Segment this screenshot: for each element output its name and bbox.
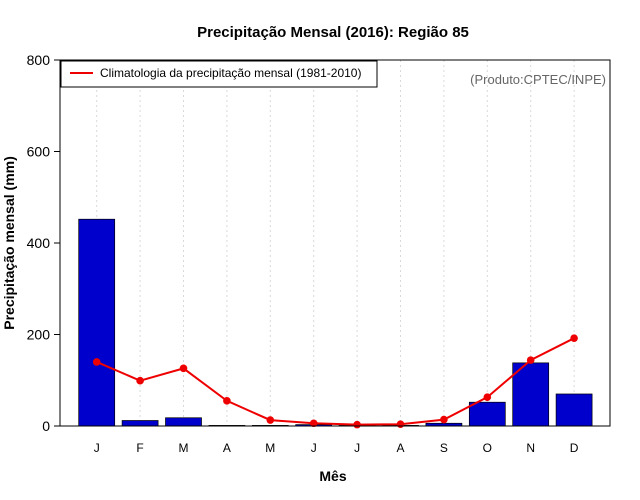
x-tick-label: D (570, 441, 579, 455)
y-tick-label: 0 (42, 418, 50, 434)
climatology-point-1 (92, 358, 101, 366)
climatology-point-10 (483, 393, 492, 401)
climatology-point-12 (570, 334, 578, 342)
climatology-point-11 (526, 356, 535, 364)
bar-1 (78, 218, 116, 427)
x-tick-label: N (526, 441, 535, 455)
legend-box (60, 60, 378, 88)
bar-12 (555, 393, 593, 427)
y-tick-label: 400 (27, 235, 51, 251)
bar-2 (121, 420, 159, 427)
y-tick-label: 200 (27, 327, 51, 343)
climatology-point-9 (440, 415, 448, 424)
legend: Climatologia da precipitação mensal (198… (60, 60, 378, 88)
legend-label: Climatologia da precipitação mensal (198… (100, 66, 361, 80)
climatology-point-8 (396, 420, 405, 428)
y-axis: 0 200 400 600 800 (27, 52, 60, 434)
climatology-point-4 (223, 397, 231, 405)
x-tick-label: M (265, 441, 275, 455)
climatology-line (96, 337, 575, 426)
climatology-point-7 (353, 420, 361, 429)
climatology-series (92, 334, 578, 429)
bar-10 (468, 401, 506, 427)
climatology-point-3 (179, 364, 188, 373)
source-annotation: (Produto:CPTEC/INPE) (470, 72, 606, 87)
x-tick-label: J (94, 441, 100, 455)
climatology-point-2 (136, 376, 144, 385)
x-tick-label: S (440, 441, 448, 455)
x-tick-label: F (136, 441, 143, 455)
y-tick-label: 800 (27, 52, 51, 68)
x-tick-label: O (483, 441, 492, 455)
x-axis-label: Mês (319, 468, 346, 484)
bar-series (78, 218, 593, 427)
climatology-point-6 (309, 419, 318, 428)
x-tick-label: J (354, 441, 360, 455)
chart-title: Precipitação Mensal (2016): Região 85 (197, 24, 469, 41)
y-axis-label: Precipitação mensal (mm) (1, 156, 17, 330)
x-tick-label: J (311, 441, 317, 455)
x-tick-label: M (179, 441, 189, 455)
climatology-point-5 (266, 416, 275, 424)
bar-11 (512, 362, 550, 427)
x-tick-label: A (396, 441, 404, 455)
y-tick-label: 600 (27, 144, 51, 160)
bar-3 (165, 417, 202, 427)
grid-lines (96, 60, 575, 426)
x-tick-label: A (223, 441, 231, 455)
